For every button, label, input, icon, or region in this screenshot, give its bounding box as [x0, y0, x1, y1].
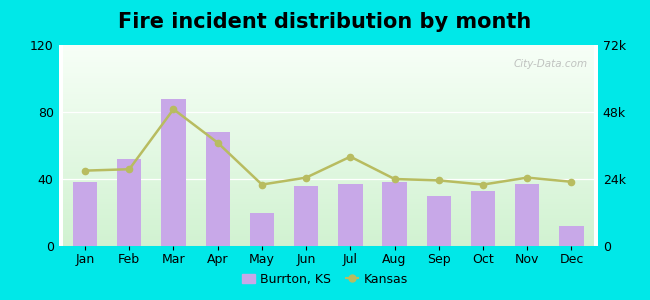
Bar: [426, 196, 451, 246]
Bar: [338, 184, 363, 246]
Bar: [250, 212, 274, 246]
Bar: [559, 226, 584, 246]
Bar: [294, 186, 318, 246]
Legend: Burrton, KS, Kansas: Burrton, KS, Kansas: [237, 268, 413, 291]
Bar: [117, 159, 142, 246]
Bar: [471, 191, 495, 246]
Bar: [205, 132, 230, 246]
Bar: [382, 182, 407, 246]
Bar: [161, 99, 186, 246]
Bar: [73, 182, 98, 246]
Bar: [515, 184, 540, 246]
Text: Fire incident distribution by month: Fire incident distribution by month: [118, 12, 532, 32]
Text: City-Data.com: City-Data.com: [513, 59, 587, 69]
